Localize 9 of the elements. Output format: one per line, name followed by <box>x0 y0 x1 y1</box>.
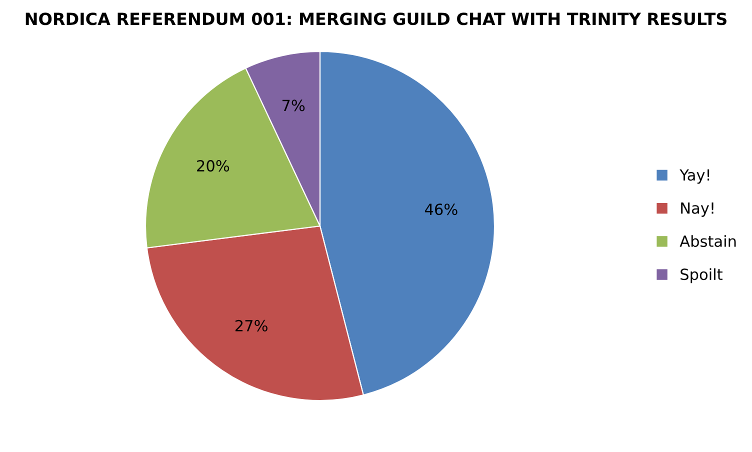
data-label: 7% <box>282 100 305 112</box>
legend-label: Yay! <box>680 169 710 184</box>
legend-label: Nay! <box>681 202 714 217</box>
data-label: 20% <box>197 160 230 172</box>
chart-title: NORDICA REFERENDUM 001: MERGING GUILD CHAT WITH TRINITY RESULTS <box>26 12 726 26</box>
data-label: 27% <box>235 320 268 332</box>
data-label: 46% <box>424 204 458 216</box>
legend-label: Spoilt <box>680 268 722 284</box>
legend-label: Abstain <box>680 235 736 247</box>
